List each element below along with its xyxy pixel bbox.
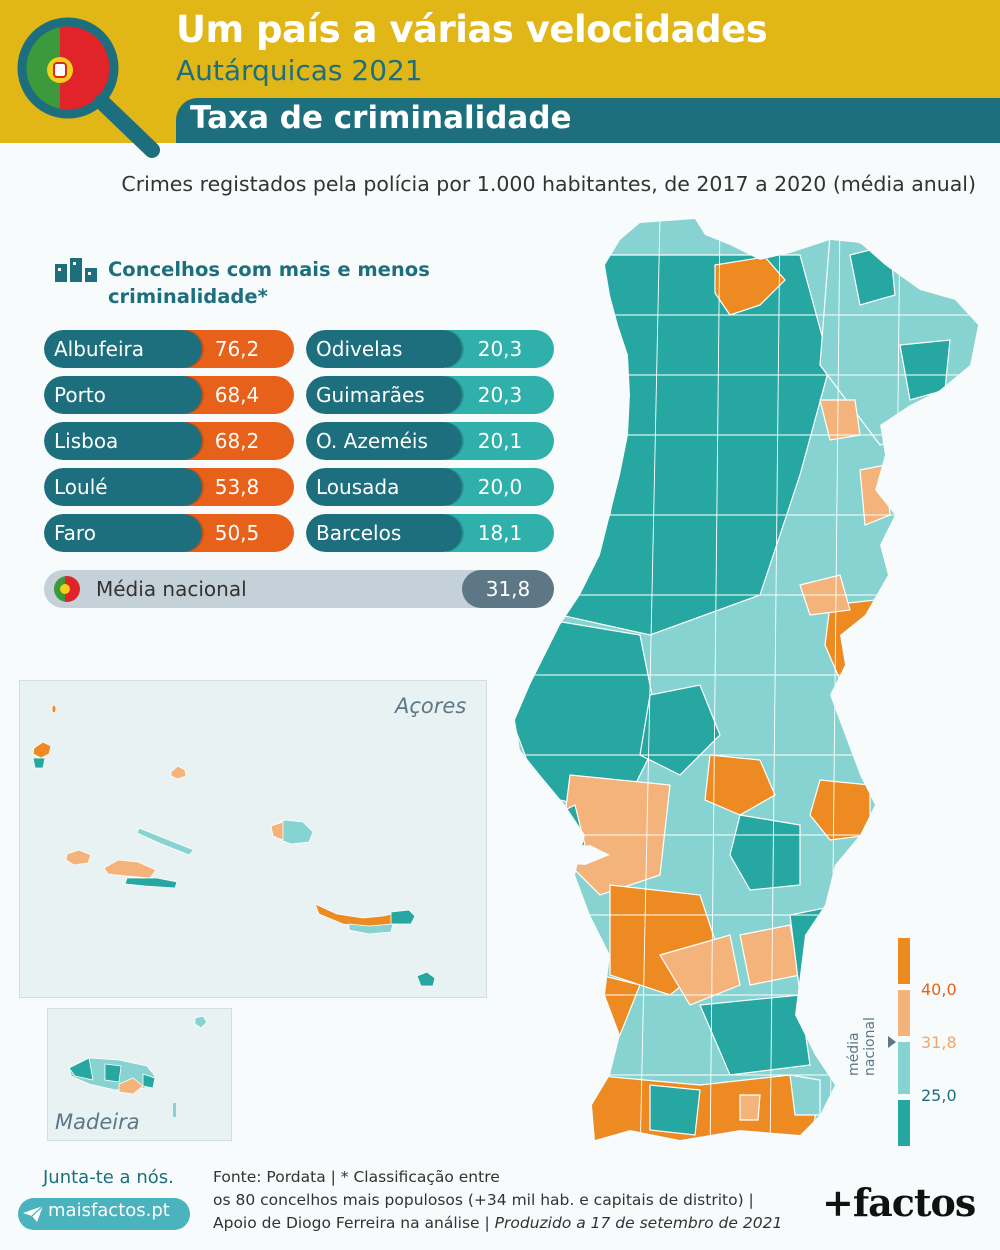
rank-row-low: Barcelos 18,1 xyxy=(306,514,554,552)
municipality-name: Albufeira xyxy=(44,330,202,368)
municipality-value: 20,3 xyxy=(446,330,554,368)
madeira-label: Madeira xyxy=(55,1110,140,1134)
azores-islands-map xyxy=(32,704,436,987)
paper-plane-icon xyxy=(23,1205,44,1222)
portugal-flag-icon xyxy=(54,576,80,602)
page-subtitle: Autárquicas 2021 xyxy=(176,54,423,87)
site-link[interactable]: maisfactos.pt xyxy=(48,1200,170,1221)
national-average-row: Média nacional 31,8 xyxy=(44,570,554,608)
municipality-name: Barcelos xyxy=(306,514,462,552)
join-text: Junta-te a nós. xyxy=(43,1167,174,1188)
magnifier-flag-icon xyxy=(17,17,160,158)
national-average-marker-icon xyxy=(888,1036,896,1048)
municipality-name: Odivelas xyxy=(306,330,462,368)
municipality-name: Porto xyxy=(44,376,202,414)
rank-row-low: Lousada 20,0 xyxy=(306,468,554,506)
bar-chart-icon xyxy=(55,258,97,282)
municipality-value: 18,1 xyxy=(446,514,554,552)
rank-row-high: Lisboa 68,2 xyxy=(44,422,294,460)
brand-logo: +factos xyxy=(822,1180,976,1225)
municipality-name: Lisboa xyxy=(44,422,202,460)
portugal-mainland-map xyxy=(515,219,978,1140)
municipality-value: 20,3 xyxy=(446,376,554,414)
municipality-name: Faro xyxy=(44,514,202,552)
ranking-title: Concelhos com mais e menos criminalidade… xyxy=(108,258,430,308)
source-line-1: Fonte: Pordata | * Classificação entre xyxy=(213,1168,500,1186)
source-line-2: os 80 concelhos mais populosos (+34 mil … xyxy=(213,1191,754,1209)
rank-row-high: Faro 50,5 xyxy=(44,514,294,552)
legend-national-label: média nacional xyxy=(846,1017,878,1076)
production-date: Produzido a 17 de setembro de 2021 xyxy=(494,1214,783,1232)
municipality-name: O. Azeméis xyxy=(306,422,462,460)
municipality-name: Guimarães xyxy=(306,376,462,414)
rank-row-high: Porto 68,4 xyxy=(44,376,294,414)
national-average-value: 31,8 xyxy=(462,570,554,608)
legend-scale xyxy=(898,938,910,1146)
rank-row-low: O. Azeméis 20,1 xyxy=(306,422,554,460)
topic-title: Taxa de criminalidade xyxy=(190,100,572,136)
legend-threshold-mid: 31,8 xyxy=(921,1033,957,1052)
azores-inset xyxy=(19,680,487,998)
municipality-value: 20,1 xyxy=(446,422,554,460)
chart-description: Crimes registados pela polícia por 1.000… xyxy=(121,172,976,196)
rank-row-high: Albufeira 76,2 xyxy=(44,330,294,368)
source-line-3a: Apoio de Diogo Ferreira na análise | xyxy=(213,1214,495,1232)
rank-row-high: Loulé 53,8 xyxy=(44,468,294,506)
rank-row-low: Guimarães 20,3 xyxy=(306,376,554,414)
madeira-islands-map xyxy=(68,1015,208,1117)
azores-label: Açores xyxy=(395,694,467,718)
national-average-label: Média nacional xyxy=(96,577,247,601)
municipality-name: Lousada xyxy=(306,468,462,506)
municipality-name: Loulé xyxy=(44,468,202,506)
legend-threshold-high: 40,0 xyxy=(921,980,957,999)
source-note: Fonte: Pordata | * Classificação entre o… xyxy=(213,1166,813,1235)
topic-bar xyxy=(176,98,1000,143)
legend-threshold-low: 25,0 xyxy=(921,1086,957,1105)
municipality-value: 20,0 xyxy=(446,468,554,506)
site-pill[interactable] xyxy=(18,1198,190,1230)
source-line-3: Apoio de Diogo Ferreira na análise | Pro… xyxy=(213,1212,813,1235)
page-title: Um país a várias velocidades xyxy=(176,8,768,51)
rank-row-low: Odivelas 20,3 xyxy=(306,330,554,368)
